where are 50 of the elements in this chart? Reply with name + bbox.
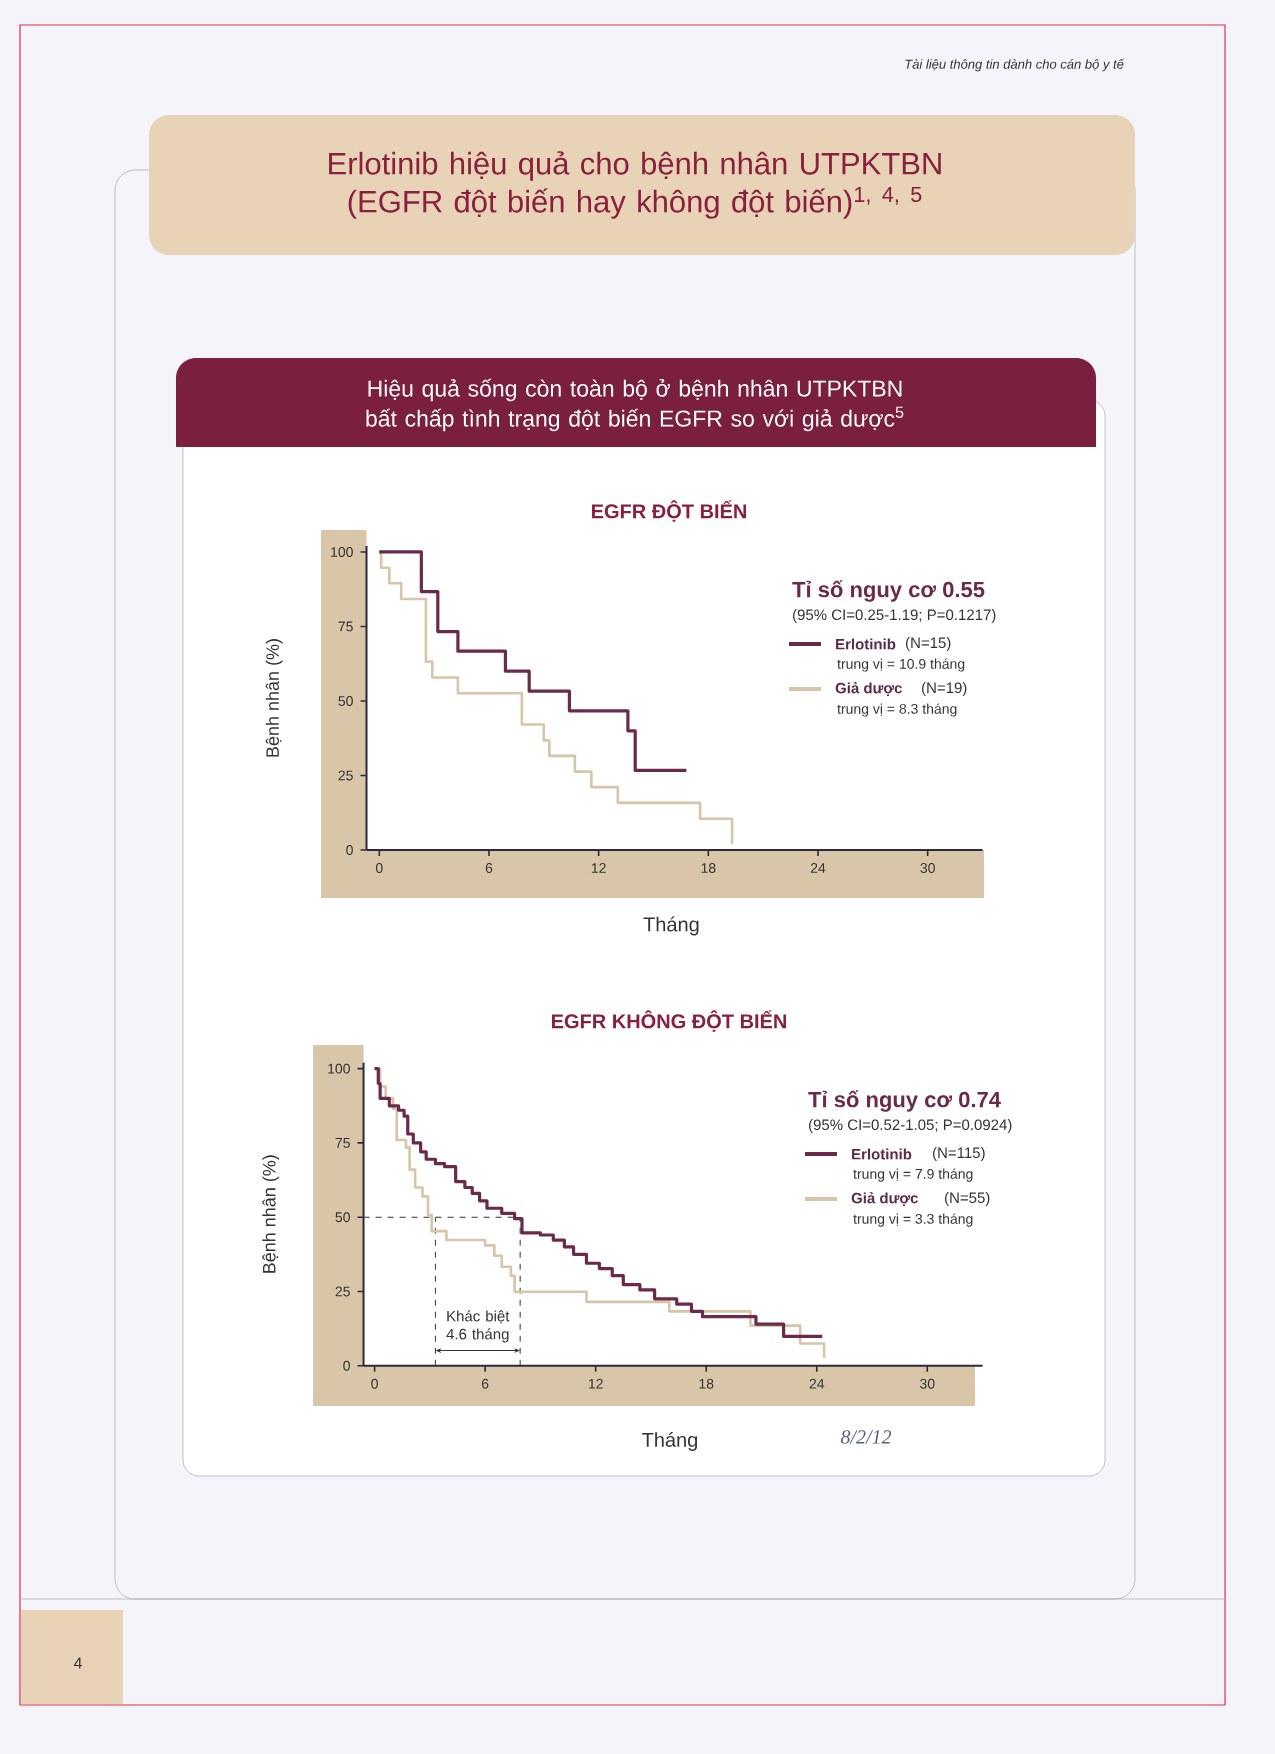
legend-title: Tỉ số nguy cơ 0.55 (792, 580, 985, 602)
legend-label: Giả dược (851, 1192, 918, 1206)
annotation: trung vị = 3.3 tháng (853, 1213, 973, 1227)
text: Tài liệu thông tin dành cho cán bộ y tế (905, 58, 1125, 72)
x-tick-label: 24 (809, 1378, 825, 1389)
y-axis-title: Bệnh nhân (%) (265, 639, 283, 757)
annotation: (95% CI=0.52-1.05; P=0.0924) (809, 1119, 1012, 1133)
y-tick-label: 0 (346, 845, 353, 855)
legend-title: Tỉ số nguy cơ 0.74 (808, 1090, 1001, 1112)
annotation: Khác biệt 4.6 tháng (446, 1310, 510, 1343)
annotation: (95% CI=0.25-1.19; P=0.1217) (793, 609, 996, 623)
x-tick-label: 30 (920, 863, 935, 873)
annotation: trung vị = 8.3 tháng (837, 703, 957, 717)
legend-label: Erlotinib (852, 1148, 912, 1160)
text: Hiệu quả sống còn toàn bộ ở bệnh nhân UTPKTBN bất chấp tình trạng đột biến EGFR so với giả dược$^{5}$ (366, 378, 904, 432)
x-tick-label: 24 (810, 863, 826, 873)
x-tick-label: 6 (481, 1378, 489, 1389)
chart-title: EGFR ĐỘT BIẾN (592, 500, 746, 522)
annotation: (N=19) (922, 682, 967, 696)
text: 8/2/12 (840, 1430, 892, 1444)
legend-label: Erlotinib (836, 638, 896, 650)
text: 4 (73, 1657, 82, 1669)
y-tick-label: 50 (335, 1212, 350, 1223)
chart-title: EGFR KHÔNG ĐỘT BIẾN (552, 1010, 786, 1032)
y-tick-label: 0 (343, 1360, 350, 1371)
y-tick-label: 25 (338, 770, 353, 781)
x-axis-title: Tháng (642, 1432, 698, 1451)
annotation: trung vị = 7.9 tháng (853, 1168, 973, 1182)
y-tick-label: 50 (338, 696, 353, 706)
y-tick-label: 100 (331, 547, 353, 557)
legend-label: Giả dược (835, 682, 902, 696)
annotation: (N=115) (933, 1147, 985, 1161)
annotation: (N=55) (945, 1192, 990, 1206)
x-tick-label: 12 (588, 1378, 603, 1389)
x-tick-label: 30 (920, 1378, 935, 1389)
x-tick-label: 6 (485, 863, 493, 873)
y-tick-label: 75 (338, 621, 353, 632)
y-tick-label: 25 (335, 1286, 350, 1297)
y-tick-label: 75 (335, 1138, 350, 1148)
x-tick-label: 0 (371, 1378, 378, 1389)
text: Erlotinib hiệu quả cho bệnh nhân UTPKTBN (EGFR đột biến hay không đột biến)$^{1, 4, 5}$ (329, 151, 941, 219)
annotation: (N=15) (906, 637, 951, 651)
x-tick-label: 18 (701, 863, 716, 873)
x-tick-label: 0 (375, 863, 383, 873)
y-axis-title: Bệnh nhân (%) (262, 1155, 280, 1273)
x-tick-label: 18 (699, 1378, 714, 1389)
x-tick-label: 12 (591, 863, 606, 873)
x-axis-title: Tháng (643, 916, 699, 936)
y-tick-label: 100 (328, 1063, 350, 1074)
annotation: trung vị = 10.9 tháng (837, 658, 965, 672)
